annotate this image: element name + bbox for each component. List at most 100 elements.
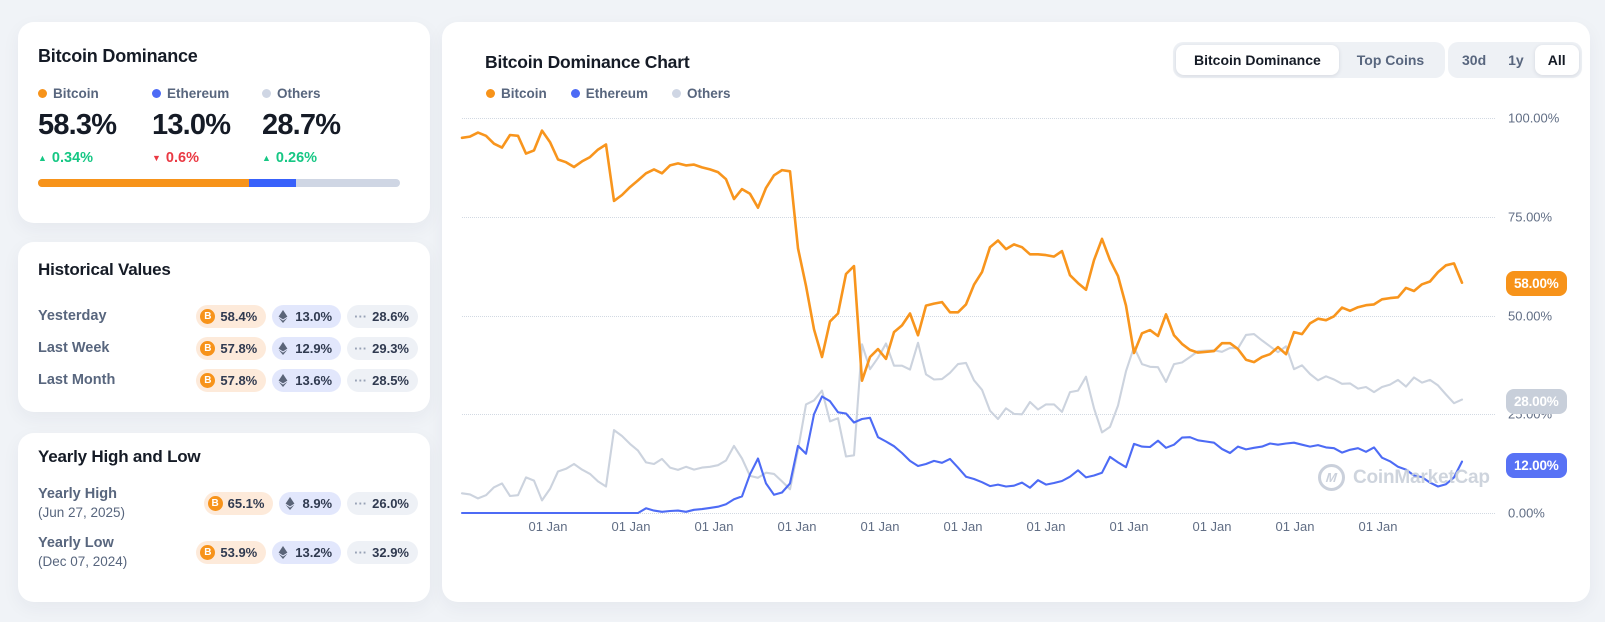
dominance-line-chart[interactable]: M CoinMarketCap 01 Jan 01 Jan 01 Jan 01 Jan…	[460, 118, 1495, 534]
chart-series-svg	[460, 129, 1464, 515]
coinmarketcap-logo-icon: M	[1318, 464, 1345, 491]
change-value: 0.6%	[165, 150, 199, 166]
dominance-columns: Bitcoin 58.3% ▲ 0.34% Ethereum 13.0% ▼ 0…	[38, 86, 416, 166]
legend-ethereum: Ethereum	[152, 86, 262, 101]
ethereum-value-badge: 12.00%	[1506, 452, 1567, 478]
y-axis-label-100: 100.00%	[1508, 110, 1560, 126]
others-dots-icon: ···	[354, 340, 368, 356]
historical-row-last-week: Last Week B 57.8% 12.9% ··· 29.3%	[38, 332, 418, 364]
legend-others: Others	[262, 86, 416, 101]
others-dominance-value: 28.7%	[262, 109, 341, 141]
legend-item-others[interactable]: Others	[672, 86, 731, 101]
value-pills: B 57.8% 12.9% ··· 29.3%	[196, 336, 418, 360]
ethereum-pill: 13.0%	[272, 304, 342, 328]
value-pills: B 57.8% 13.6% ··· 28.5%	[196, 368, 418, 392]
x-axis-label: 01 Jan	[528, 519, 568, 534]
x-axis-label: 01 Jan	[943, 519, 983, 534]
bitcoin-coin-icon: B	[200, 545, 216, 560]
ethereum-pill: 13.6%	[272, 368, 342, 392]
bitcoin-value-badge: 58.00%	[1506, 270, 1567, 296]
ethereum-pill: 13.2%	[272, 541, 342, 564]
ethereum-bar-segment	[249, 179, 297, 187]
others-dots-icon: ···	[354, 372, 368, 388]
ethereum-dominance-value: 13.0%	[152, 109, 231, 141]
x-axis-label: 01 Jan	[777, 519, 817, 534]
dominance-col-others: Others 28.7% ▲ 0.26%	[262, 86, 416, 166]
others-dot-icon	[672, 89, 682, 98]
ethereum-pill: 8.9%	[279, 492, 342, 515]
others-pill: ··· 26.0%	[347, 492, 418, 515]
row-date: (Dec 07, 2024)	[38, 554, 128, 570]
value-pills: B 58.4% 13.0% ··· 28.6%	[196, 304, 418, 328]
bitcoin-dot-icon	[486, 89, 495, 98]
change-value: 0.34%	[51, 150, 94, 166]
watermark-text: CoinMarketCap	[1353, 466, 1490, 488]
yearly-low-row: Yearly Low (Dec 07, 2024) B 53.9% 13.2% ·…	[38, 528, 418, 577]
x-axis-label: 01 Jan	[694, 519, 734, 534]
ethereum-pill: 12.9%	[272, 336, 342, 360]
range-1y-button[interactable]: 1y	[1508, 52, 1524, 68]
yearly-high-low-card: Yearly High and Low Yearly High (Jun 27,…	[18, 433, 430, 602]
bitcoin-pill: B 65.1%	[203, 492, 274, 515]
bitcoin-line	[460, 129, 1464, 383]
bitcoin-pill: B 58.4%	[196, 304, 267, 328]
range-toggle-group: 30d 1y All	[1448, 42, 1582, 78]
ethereum-coin-icon	[276, 341, 290, 356]
legend-bitcoin: Bitcoin	[38, 86, 152, 101]
x-axis-label: 01 Jan	[1275, 519, 1315, 534]
bitcoin-pill: B 53.9%	[196, 541, 267, 564]
chart-legend: Bitcoin Ethereum Others	[486, 86, 731, 101]
others-change: ▲ 0.26%	[262, 150, 416, 166]
others-pill: ··· 28.6%	[347, 304, 418, 328]
x-axis-label: 01 Jan	[611, 519, 651, 534]
range-30d-button[interactable]: 30d	[1462, 52, 1487, 68]
tab-top-coins[interactable]: Top Coins	[1356, 52, 1425, 68]
tab-bitcoin-dominance[interactable]: Bitcoin Dominance	[1176, 45, 1339, 75]
bitcoin-pill: B 57.8%	[196, 336, 267, 360]
ethereum-coin-icon	[283, 496, 297, 511]
ethereum-dot-icon	[570, 89, 580, 98]
change-value: 0.26%	[275, 150, 318, 166]
others-value-badge: 28.00%	[1506, 389, 1567, 415]
bitcoin-bar-segment	[38, 179, 250, 187]
others-line	[460, 333, 1464, 502]
change-arrow-icon: ▼	[152, 153, 161, 163]
bitcoin-dominance-value: 58.3%	[38, 109, 117, 141]
bitcoin-dominance-card: Bitcoin Dominance Bitcoin 58.3% ▲ 0.34% …	[18, 22, 430, 223]
row-label: Yesterday	[38, 308, 107, 324]
others-pill: ··· 32.9%	[347, 541, 418, 564]
x-axis-label: 01 Jan	[1026, 519, 1066, 534]
range-all-button[interactable]: All	[1534, 45, 1579, 75]
y-axis-label-75: 75.00%	[1508, 209, 1553, 225]
others-dots-icon: ···	[354, 308, 368, 324]
bitcoin-coin-icon: B	[200, 372, 216, 388]
ethereum-coin-icon	[276, 309, 290, 324]
ethereum-change: ▼ 0.6%	[152, 150, 262, 166]
dominance-progress-bar	[38, 179, 400, 187]
historical-row-last-month: Last Month B 57.8% 13.6% ··· 28.5%	[38, 364, 418, 396]
value-pills: B 53.9% 13.2% ··· 32.9%	[196, 541, 418, 564]
legend-label: Bitcoin	[53, 86, 99, 101]
others-pill: ··· 28.5%	[347, 368, 418, 392]
legend-label: Others	[277, 86, 321, 101]
bitcoin-coin-icon: B	[207, 496, 223, 511]
row-label: Last Week	[38, 340, 110, 356]
legend-item-bitcoin[interactable]: Bitcoin	[486, 86, 547, 101]
others-dots-icon: ···	[354, 496, 368, 511]
card-title: Bitcoin Dominance	[38, 46, 198, 66]
x-axis-label: 01 Jan	[1358, 519, 1398, 534]
bitcoin-change: ▲ 0.34%	[38, 150, 152, 166]
historical-row-yesterday: Yesterday B 58.4% 13.0% ··· 28.6%	[38, 300, 418, 332]
change-arrow-icon: ▲	[262, 153, 271, 163]
gridline-75	[462, 216, 1495, 218]
gridline-50	[462, 315, 1495, 317]
ethereum-line	[460, 395, 1464, 515]
view-toggle-group: Bitcoin Dominance Top Coins	[1173, 42, 1446, 78]
others-pill: ··· 29.3%	[347, 336, 418, 360]
change-arrow-icon: ▲	[38, 153, 47, 163]
gridline-100	[462, 118, 1495, 119]
legend-item-ethereum[interactable]: Ethereum	[570, 86, 648, 101]
y-axis-label-0: 0.00%	[1508, 505, 1545, 521]
value-pills: B 65.1% 8.9% ··· 26.0%	[203, 492, 418, 515]
yearly-high-row: Yearly High (Jun 27, 2025) B 65.1% 8.9% ·…	[38, 479, 418, 528]
